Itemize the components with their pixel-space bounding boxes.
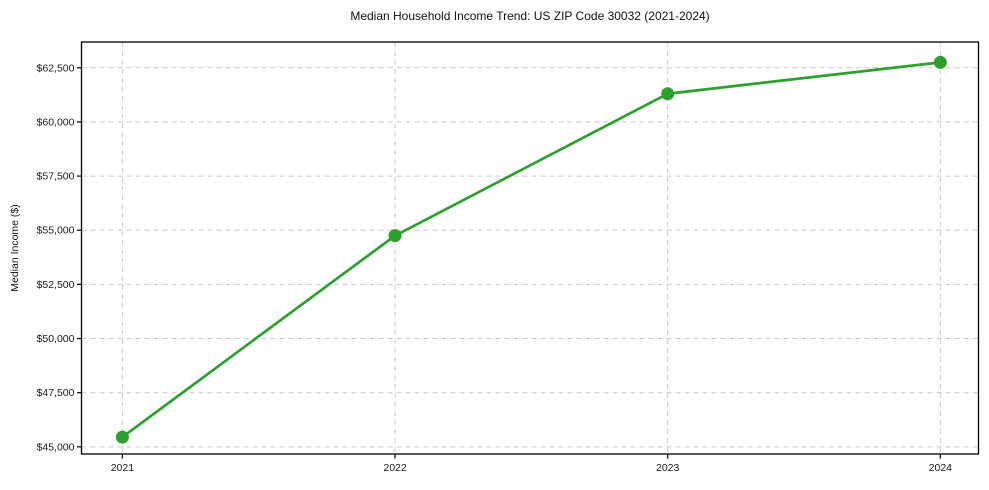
y-tick-label: $47,500 <box>37 387 75 399</box>
chart-title: Median Household Income Trend: US ZIP Co… <box>350 9 710 23</box>
y-tick-label: $55,000 <box>37 225 75 237</box>
data-point <box>933 55 947 69</box>
data-point <box>388 229 402 243</box>
y-tick-label: $50,000 <box>37 333 75 345</box>
y-tick-label: $52,500 <box>37 279 75 291</box>
income-trend-line <box>121 61 942 439</box>
x-tick-label: 2023 <box>656 462 680 474</box>
data-point <box>115 430 129 444</box>
x-tick-label: 2024 <box>929 462 953 474</box>
y-tick-label: $45,000 <box>37 441 75 453</box>
x-tick-label: 2022 <box>383 462 407 474</box>
y-tick-label: $60,000 <box>37 116 75 128</box>
plot-frame <box>80 41 980 455</box>
y-tick-label: $57,500 <box>37 171 75 183</box>
data-point <box>661 87 675 101</box>
y-tick-label: $62,500 <box>37 62 75 74</box>
x-tick-label: 2021 <box>111 462 135 474</box>
